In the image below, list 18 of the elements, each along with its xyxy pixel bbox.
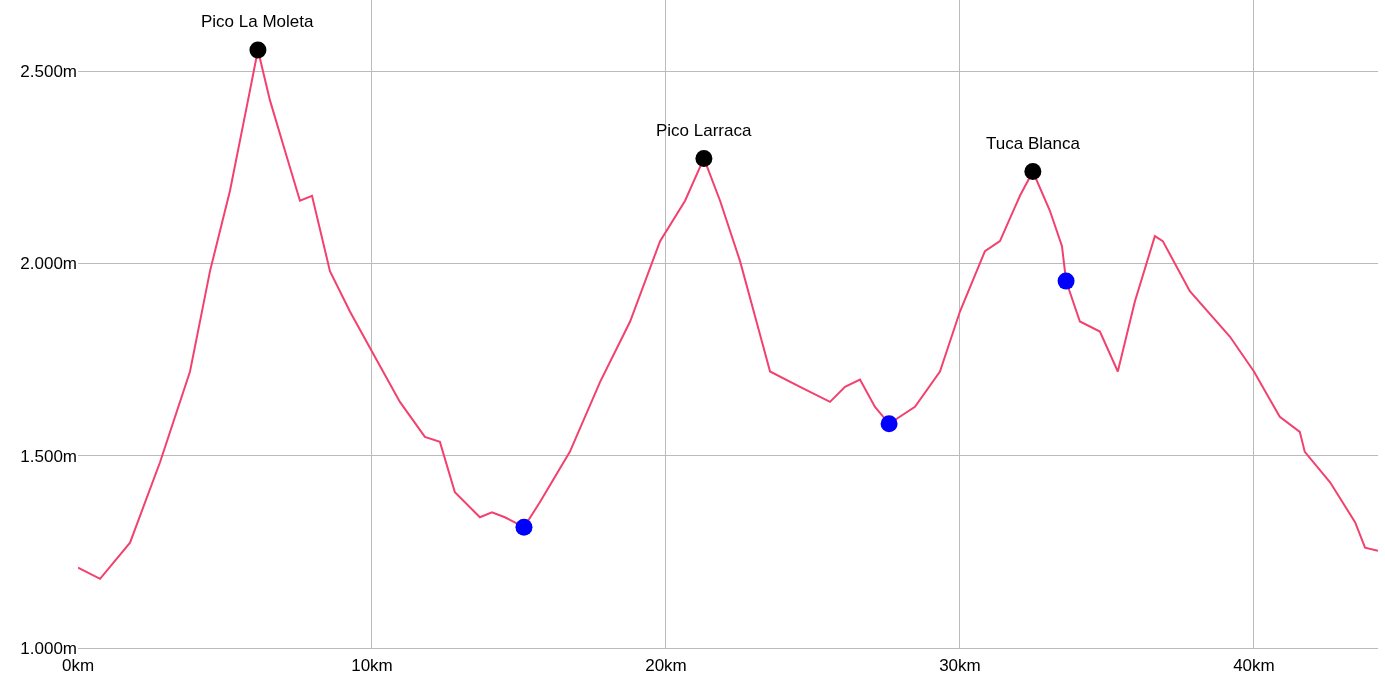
x-tick-label: 40km xyxy=(1233,656,1275,676)
annotation: Pico Larraca xyxy=(656,121,752,140)
y-tick-label: 1.500m xyxy=(20,446,77,466)
point xyxy=(249,41,267,59)
x-tick-label: 10km xyxy=(351,656,393,676)
point xyxy=(880,415,898,433)
x-tick-label: 30km xyxy=(939,656,981,676)
y-tick-label: 2.000m xyxy=(20,254,77,274)
annotation: Pico La Moleta xyxy=(201,12,314,31)
point xyxy=(515,518,533,536)
y-tick-label: 1.000m xyxy=(20,638,77,658)
point xyxy=(1057,272,1075,290)
x-tick-label: 20km xyxy=(645,656,687,676)
annotation: Tuca Blanca xyxy=(986,134,1081,153)
x-tick-label: 0km xyxy=(61,656,95,676)
point xyxy=(695,149,713,167)
y-tick-label: 2.500m xyxy=(20,62,77,82)
point xyxy=(1024,163,1042,181)
